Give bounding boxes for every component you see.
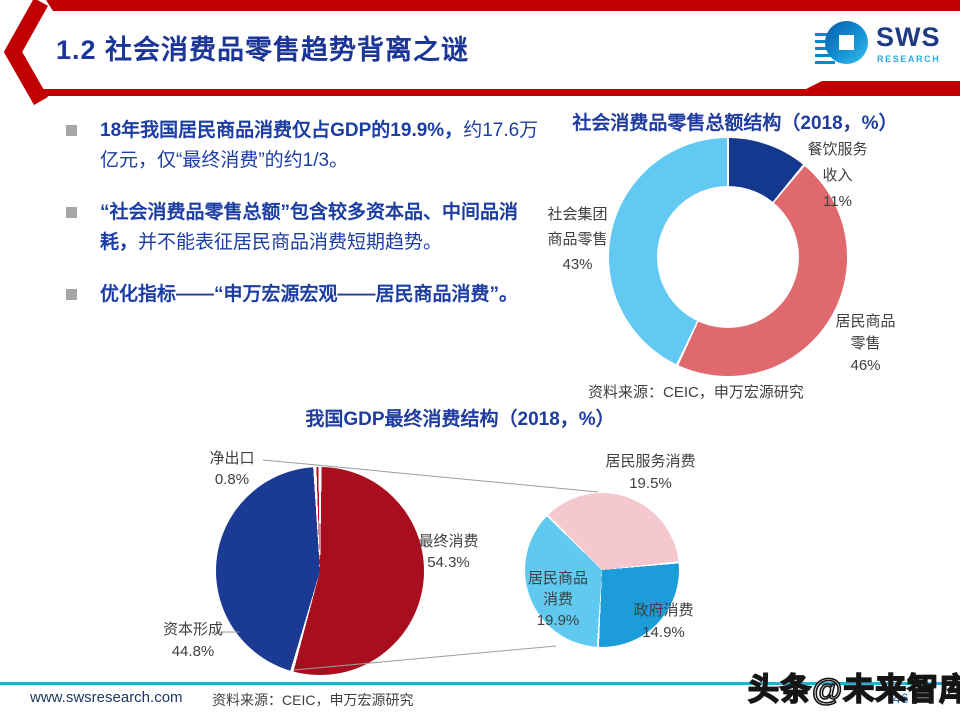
gdp-label-resident-goods: 居民商品 消费 19.9% — [527, 570, 588, 629]
bullet-text-regular: 并不能表征居民商品消费短期趋势。 — [138, 232, 443, 253]
logo-text: SWS — [876, 22, 941, 52]
bullet-square-icon — [66, 125, 77, 136]
page-number: 46 — [893, 690, 909, 706]
gdp-label-final-consumption: 最终消费 54.3% — [418, 533, 479, 571]
page-title: 1.2 社会消费品零售趋势背离之谜 — [56, 35, 470, 65]
gdp-chart-title: 我国GDP最终消费结构（2018，%） — [305, 409, 615, 430]
donut-chart — [609, 138, 847, 376]
bullet-item: “社会消费品零售总额”包含较多资本品、中间品消耗，并不能表征居民商品消费短期趋势… — [62, 198, 540, 258]
bullet-text-regular: 约17.6万亿元，仅“最终消费”的约1/3。 — [100, 120, 539, 171]
bullet-text-bold: “社会消费品零售总额”包含较多资本品、中间品消耗， — [100, 202, 519, 253]
donut-label-group: 社会集团 商品零售 43% — [547, 206, 608, 273]
gdp-label-net-export: 净出口 0.8% — [209, 450, 255, 488]
donut-source-note: 资料来源：CEIC，申万宏源研究 — [588, 384, 804, 401]
bullet-item: 优化指标——“申万宏源宏观——居民商品消费”。 — [62, 280, 540, 310]
gdp-label-capital: 资本形成 44.8% — [162, 621, 223, 660]
watermark: 头条@未来智库 — [747, 671, 960, 708]
gdp-detail-pie — [525, 493, 679, 647]
donut-label-resident: 居民商品 零售 46% — [835, 313, 896, 374]
bullet-text-bold: 18年我国居民商品消费仅占GDP的19.9%， — [100, 120, 464, 141]
bullet-list: 18年我国居民商品消费仅占GDP的19.9%，约17.6万亿元，仅“最终消费”的… — [62, 116, 540, 332]
bullet-square-icon — [66, 289, 77, 300]
footer-divider — [0, 682, 960, 685]
donut-label-catering: 餐饮服务 收入 11% — [807, 141, 868, 210]
donut-chart-title: 社会消费品零售总额结构（2018，%） — [572, 113, 898, 134]
bullet-item: 18年我国居民商品消费仅占GDP的19.9%，约17.6万亿元，仅“最终消费”的… — [62, 116, 540, 176]
gdp-label-government: 政府消费 14.9% — [633, 602, 694, 641]
sws-logo: SWS RESEARCH — [815, 18, 955, 78]
bullet-square-icon — [66, 207, 77, 218]
globe-icon — [825, 21, 868, 64]
header-red-ribbon — [3, 0, 960, 105]
gdp-main-pie — [216, 467, 424, 675]
logo-subtext: RESEARCH — [877, 54, 941, 64]
bullet-text-bold: 优化指标——“申万宏源宏观——居民商品消费”。 — [100, 284, 519, 305]
footer-website: www.swsresearch.com — [30, 689, 183, 706]
gdp-label-resident-services: 居民服务消费 19.5% — [605, 453, 696, 492]
footer-source-note: 资料来源：CEIC，申万宏源研究 — [212, 692, 414, 708]
